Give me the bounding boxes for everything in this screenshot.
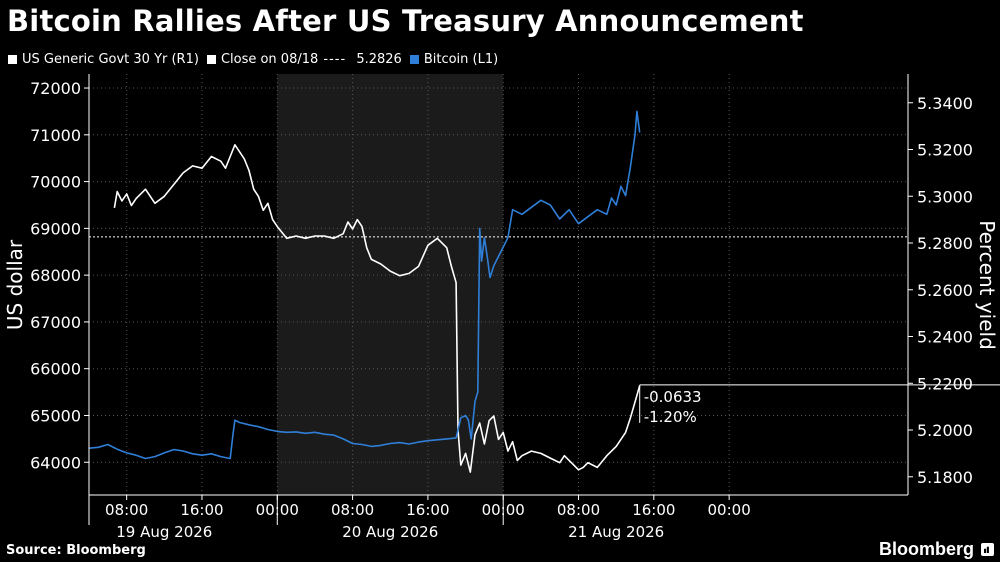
left-tick-label: 70000 xyxy=(30,173,81,192)
left-tick-label: 66000 xyxy=(30,360,81,379)
legend-label-treasury: US Generic Govt 30 Yr (R1) xyxy=(22,51,199,67)
x-tick-label: 08:00 xyxy=(105,501,148,519)
left-tick-label: 72000 xyxy=(30,79,81,98)
bloomberg-chart-icon xyxy=(981,543,994,556)
left-axis-label: US dollar xyxy=(3,239,27,330)
right-tick-label: 5.2600 xyxy=(917,281,973,300)
bitcoin-price-line xyxy=(88,110,641,460)
legend-value-close: 5.2826 xyxy=(356,51,402,67)
x-tick-label: 08:00 xyxy=(557,501,600,519)
right-tick-label: 5.2400 xyxy=(917,328,973,347)
left-tick-label: 65000 xyxy=(30,406,81,425)
source-note: Source: Bloomberg xyxy=(6,543,146,558)
x-date-label: 20 Aug 2026 xyxy=(342,523,438,541)
legend-item-close-reference: Close on 08/18 ---- 5.2826 xyxy=(206,51,402,67)
annotation-pct-change: -1.20% xyxy=(644,408,697,426)
gridlines xyxy=(89,74,908,495)
x-tick-label: 00:00 xyxy=(482,501,525,519)
right-tick-label: 5.2200 xyxy=(917,374,973,393)
right-tick-label: 5.2800 xyxy=(917,234,973,253)
shaded-day-band xyxy=(277,74,504,495)
change-annotation: -0.0633 -1.20% xyxy=(639,384,1000,426)
x-tick-label: 16:00 xyxy=(406,501,449,519)
x-date-label: 21 Aug 2026 xyxy=(568,523,664,541)
legend-dashes-icon: ---- xyxy=(318,51,352,67)
left-tick-label: 68000 xyxy=(30,266,81,285)
legend-swatch-treasury xyxy=(8,54,17,64)
annotation-change: -0.0633 xyxy=(644,388,702,406)
right-axis-ticks: 5.1800 5.2000 5.2200 5.2400 5.2600 5.2800 5.30… xyxy=(908,94,973,487)
chart-legend: US Generic Govt 30 Yr (R1) Close on 08/1… xyxy=(8,50,506,68)
legend-item-treasury: US Generic Govt 30 Yr (R1) xyxy=(8,52,199,67)
x-tick-label: 16:00 xyxy=(632,501,675,519)
bloomberg-logo: Bloomberg xyxy=(878,539,974,559)
left-tick-label: 64000 xyxy=(30,453,81,472)
legend-label-close: Close on 08/18 xyxy=(220,51,319,67)
x-tick-label: 00:00 xyxy=(256,501,299,519)
treasury-yield-line xyxy=(113,144,641,473)
right-tick-label: 5.3400 xyxy=(917,94,973,113)
chart-axes xyxy=(88,74,909,525)
chart-title: Bitcoin Rallies After US Treasury Announ… xyxy=(7,4,804,38)
left-tick-label: 69000 xyxy=(30,219,81,238)
legend-swatch-bitcoin xyxy=(409,54,419,64)
right-axis-label: Percent yield xyxy=(975,220,999,350)
legend-label-bitcoin: Bitcoin (L1) xyxy=(423,51,499,67)
x-tick-label: 16:00 xyxy=(180,501,223,519)
x-tick-label: 00:00 xyxy=(708,501,751,519)
right-tick-label: 5.1800 xyxy=(917,468,973,487)
right-tick-label: 5.3000 xyxy=(917,187,973,206)
left-axis-ticks: 64000 65000 66000 67000 68000 69000 70000 71000… xyxy=(30,79,89,472)
right-tick-label: 5.3200 xyxy=(917,141,973,160)
x-date-label: 19 Aug 2026 xyxy=(116,523,212,541)
left-tick-label: 67000 xyxy=(30,313,81,332)
legend-item-bitcoin: Bitcoin (L1) xyxy=(409,51,499,67)
left-tick-label: 71000 xyxy=(30,126,81,145)
legend-swatch-close xyxy=(206,54,216,64)
right-tick-label: 5.2000 xyxy=(917,421,973,440)
x-axis-ticks: 08:00 16:00 00:00 08:00 16:00 00:00 08:00 16:00… xyxy=(105,495,751,519)
x-axis-date-labels: 19 Aug 2026 20 Aug 2026 21 Aug 2026 xyxy=(116,523,664,541)
x-tick-label: 08:00 xyxy=(331,501,374,519)
